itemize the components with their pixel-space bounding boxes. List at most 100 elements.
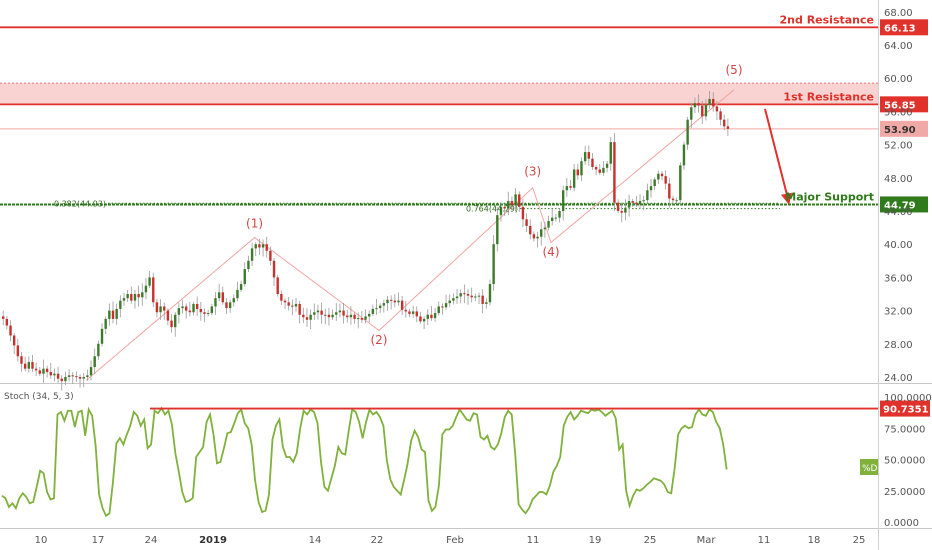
candle: [466, 289, 470, 305]
candle-body: [27, 362, 31, 369]
percent-d-bg: [860, 459, 878, 475]
candle-body: [269, 250, 272, 261]
candle-body: [141, 292, 144, 298]
indicator-name: Stoch (34, 5, 3): [4, 392, 74, 402]
candle: [309, 309, 312, 330]
candle: [82, 373, 85, 388]
projection-arrow-line: [764, 108, 790, 203]
price-tag-bg: [880, 120, 928, 137]
candle-body: [23, 363, 27, 369]
candle: [627, 194, 631, 217]
candle-body: [411, 311, 415, 314]
candle-body: [671, 198, 675, 201]
price-tick-label: 48.00: [884, 174, 913, 185]
candle: [507, 191, 510, 216]
candle-body: [56, 373, 60, 379]
candle: [144, 278, 148, 300]
candle-body: [616, 202, 620, 211]
candle-body: [104, 318, 107, 329]
candle: [448, 294, 451, 308]
candle-body: [400, 300, 404, 310]
candle: [430, 305, 433, 321]
candle-body: [518, 194, 521, 207]
candle: [646, 183, 649, 204]
candle-body: [532, 234, 536, 239]
candle: [265, 236, 268, 258]
candle: [60, 375, 63, 391]
candle-body: [419, 316, 422, 322]
candle: [638, 194, 642, 210]
price-tag-text: 56.85: [884, 100, 916, 111]
candle-body: [664, 176, 667, 184]
candle-body: [100, 328, 104, 344]
candle: [378, 303, 382, 314]
candle-body: [239, 284, 243, 290]
candle-body: [708, 98, 711, 105]
candle: [280, 290, 283, 305]
candle-body: [481, 295, 484, 304]
candle: [225, 298, 228, 314]
candle-body: [2, 316, 5, 319]
candle-body: [452, 298, 455, 301]
candle-body: [569, 186, 572, 188]
candle: [503, 203, 506, 216]
candle-body: [89, 367, 93, 376]
candle: [137, 285, 140, 307]
candle-body: [206, 313, 210, 315]
stoch-tick-label: 50.0000: [884, 456, 925, 467]
candle-body: [250, 248, 254, 261]
candle-body: [258, 244, 261, 248]
candle: [360, 311, 364, 323]
candle-body: [203, 312, 206, 314]
candle: [543, 222, 547, 238]
candle-body: [320, 310, 323, 315]
candle-body: [331, 314, 334, 318]
candle: [576, 163, 580, 180]
candle-body: [31, 362, 34, 369]
candle-body: [715, 106, 719, 112]
candle: [214, 292, 217, 315]
candle: [624, 199, 627, 221]
candle-body: [86, 375, 89, 377]
candle-body: [346, 315, 349, 318]
level-lines: [0, 26, 878, 210]
candle: [243, 262, 246, 287]
candle-body: [236, 289, 239, 299]
candle-body: [668, 183, 671, 199]
candle-body: [152, 277, 155, 303]
candle-body: [280, 294, 283, 301]
candle-body: [287, 302, 290, 306]
candle: [2, 310, 5, 326]
candle: [148, 271, 151, 288]
candle-body: [375, 308, 378, 310]
candle: [42, 359, 45, 384]
time-tick-label: 22: [371, 535, 384, 546]
candle: [426, 309, 429, 326]
candle: [701, 100, 704, 124]
candle-body: [166, 310, 170, 321]
time-tick-label: 25: [644, 535, 657, 546]
candle: [56, 366, 60, 383]
candle-body: [686, 119, 689, 145]
candle-body: [529, 225, 532, 235]
candle-body: [507, 201, 510, 209]
candle-body: [78, 377, 82, 379]
candle: [693, 97, 697, 114]
candle-body: [558, 211, 561, 218]
candle-body: [327, 314, 331, 318]
candle: [331, 309, 334, 320]
percent-d-text: %D: [862, 464, 878, 474]
time-tick-label: 14: [309, 535, 322, 546]
candle-body: [371, 308, 375, 314]
candle-body: [163, 306, 166, 311]
candle-body: [521, 206, 525, 220]
candle-body: [261, 244, 265, 248]
candle-body: [631, 201, 634, 203]
candle: [679, 162, 682, 205]
candle-body: [313, 312, 316, 315]
price-tick-label: 44.00: [884, 207, 913, 218]
wave-label: (5): [726, 63, 743, 77]
candle-body: [324, 314, 327, 316]
candle-body: [188, 310, 192, 313]
